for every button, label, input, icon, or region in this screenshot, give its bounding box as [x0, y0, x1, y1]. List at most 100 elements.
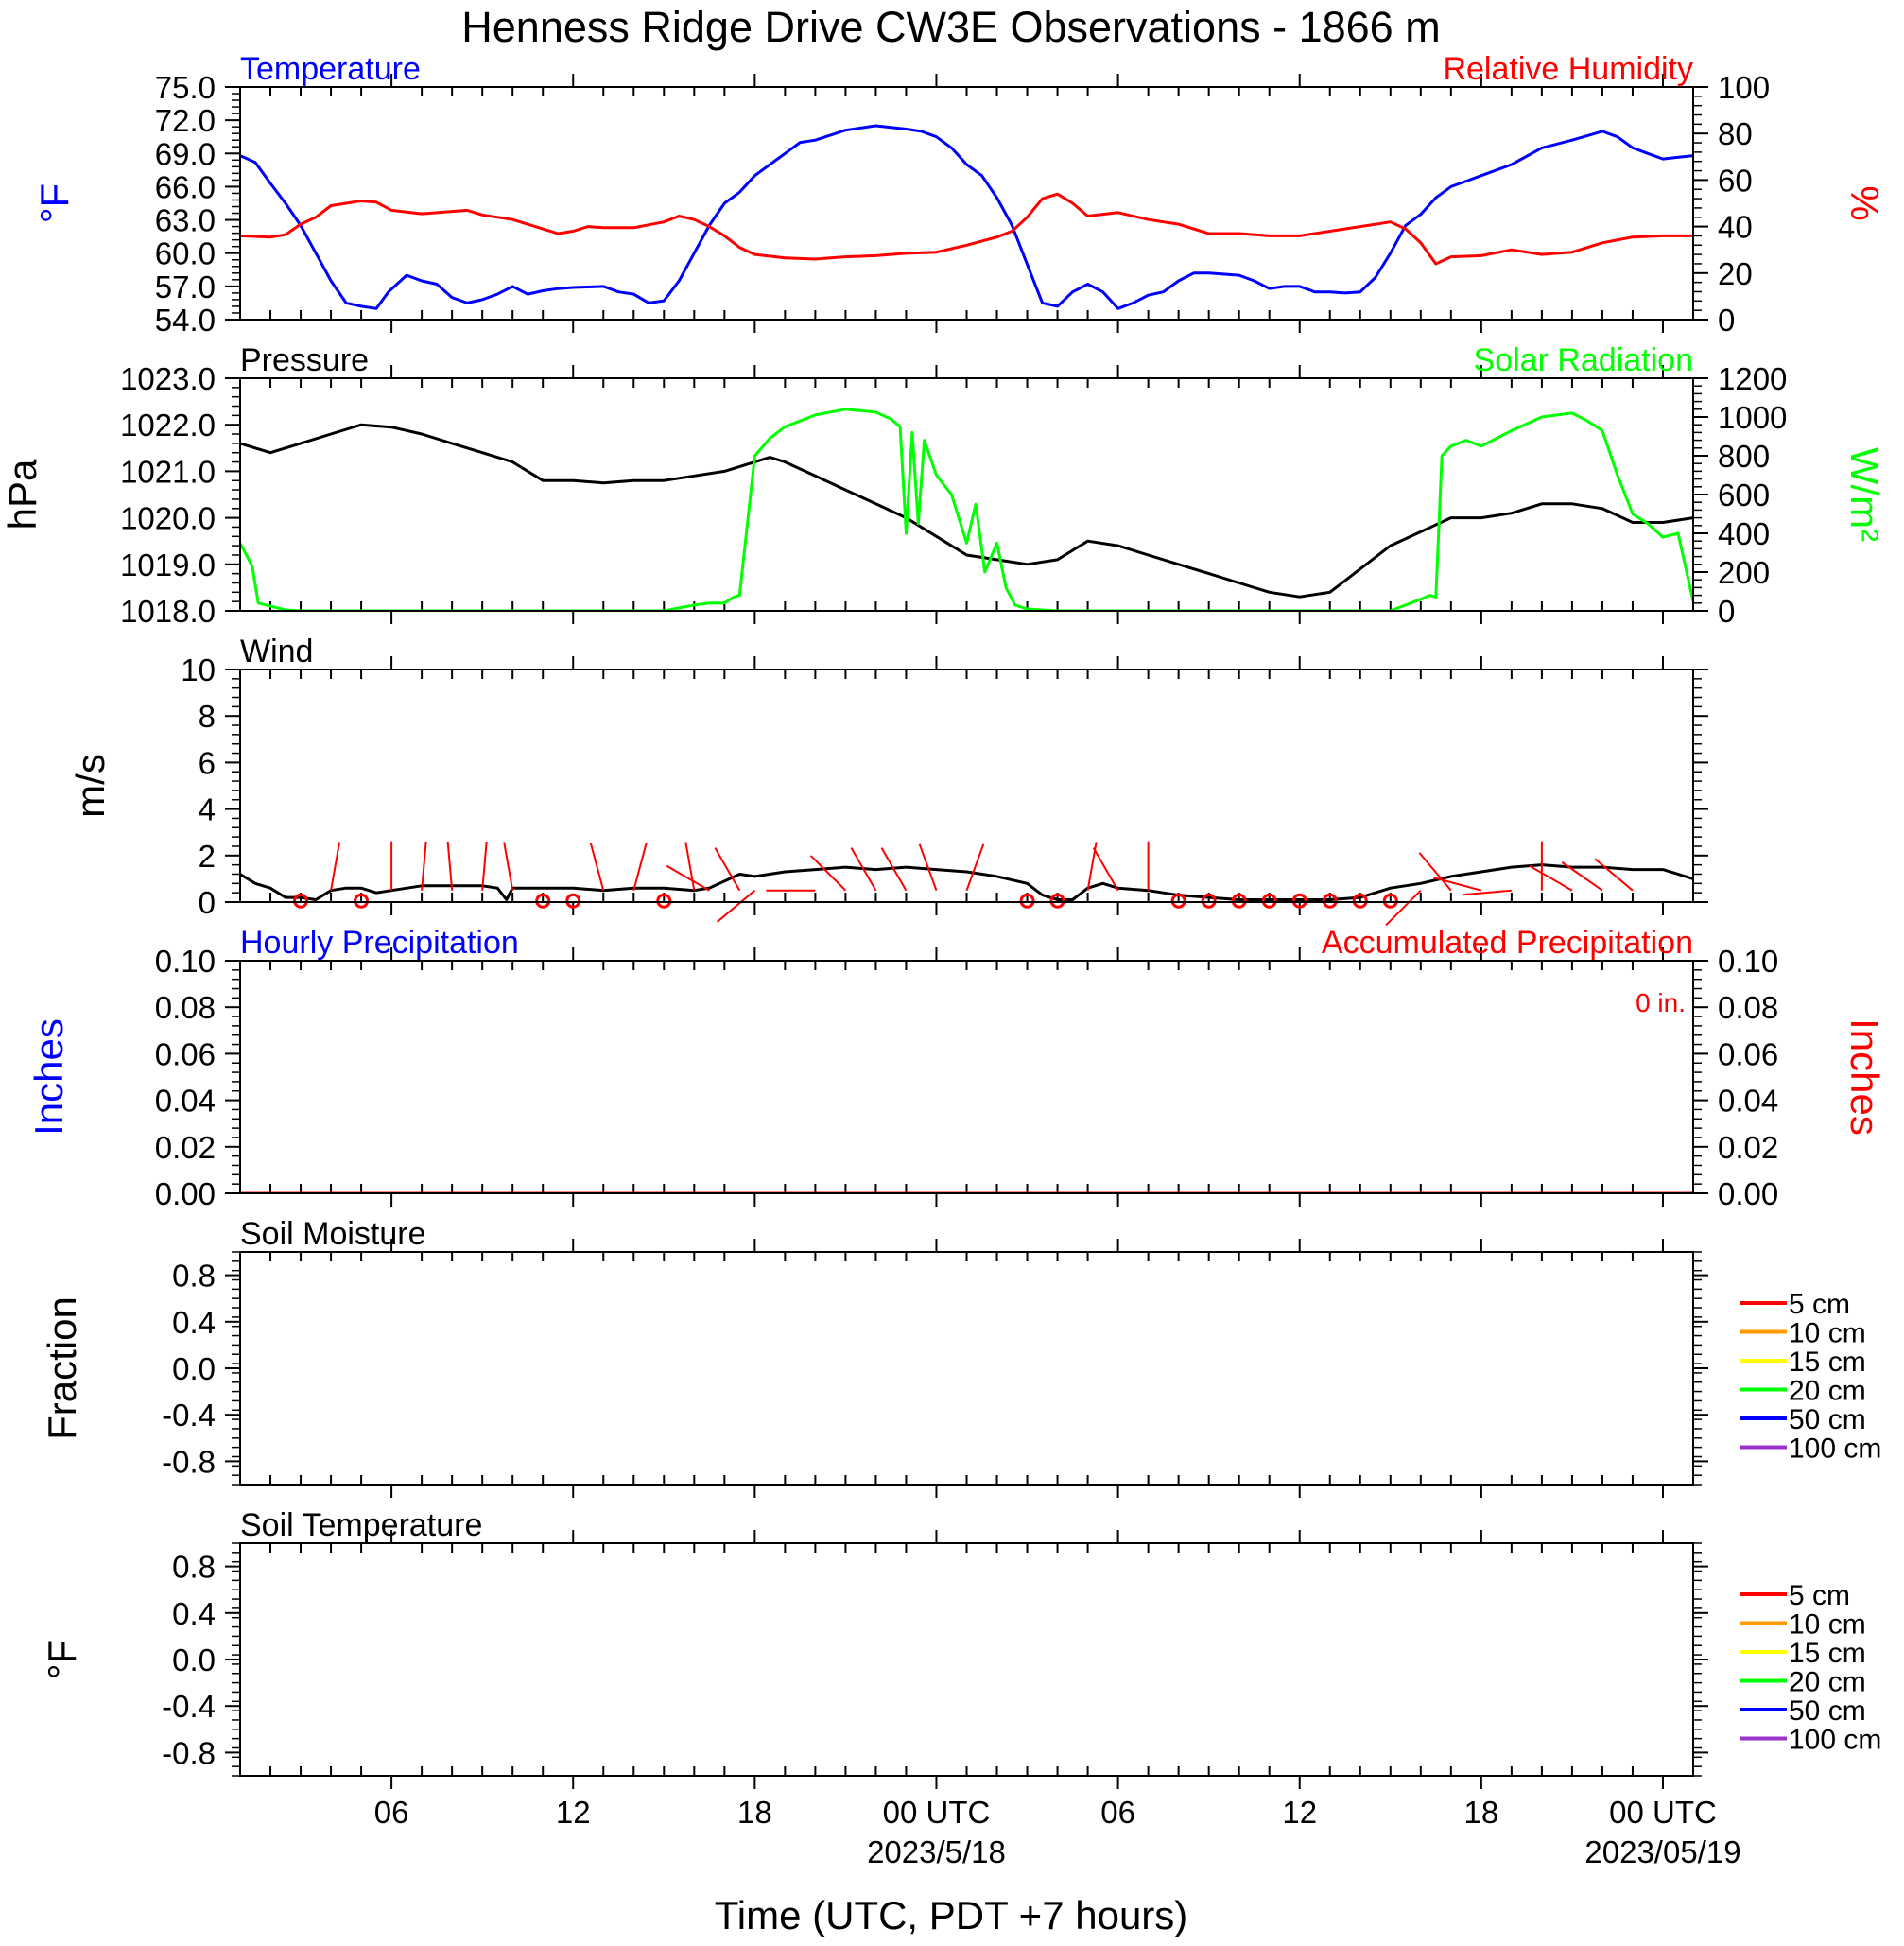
calm-wind-marker: [1382, 893, 1398, 909]
y-left-axis-label: m/s: [68, 754, 113, 818]
wind-barb: [1529, 864, 1573, 892]
y-left-axis-label: Inches: [26, 1018, 71, 1136]
calm-wind-marker: [1231, 893, 1247, 909]
y-right-tick-label: 0.00: [1718, 1176, 1778, 1211]
x-tick-label: 00 UTC: [883, 1795, 991, 1830]
plot-frame: [239, 377, 1694, 612]
y-left-tick-label: 1021.0: [120, 454, 216, 489]
x-tick-label: 00 UTC: [1609, 1795, 1717, 1830]
wind-barb: [1418, 852, 1452, 892]
y-left-tick-label: 0.0: [172, 1351, 216, 1386]
y-right-axis-label: Inches: [1843, 1018, 1887, 1136]
y-left-tick-label: 0.4: [172, 1596, 216, 1631]
pressure-line: [240, 423, 1693, 599]
x-tick-label: 12: [1282, 1795, 1317, 1830]
panel-title-right: Accumulated Precipitation: [1322, 925, 1693, 961]
wind-barb: [421, 841, 427, 891]
legend-label: 20 cm: [1789, 1667, 1866, 1698]
wind-barb: [589, 843, 605, 891]
calm-wind-marker: [1019, 893, 1035, 909]
y-left-tick-label: 0.8: [172, 1550, 216, 1585]
wind-panel: 0 2 4 6 8 10 Wind m/s: [68, 634, 1708, 927]
y-right-tick-label: 600: [1718, 478, 1770, 513]
wind-barb: [809, 855, 847, 892]
y-left-tick-label: 8: [199, 699, 216, 734]
y-left-tick-label: 72.0: [155, 103, 216, 138]
y-left-tick-label: 0.08: [155, 990, 216, 1025]
wind-barb: [850, 847, 877, 892]
wind-barb: [716, 889, 755, 923]
plot-frame: [239, 1542, 1694, 1777]
wind-barb: [481, 841, 488, 891]
y-right-tick-label: 20: [1718, 256, 1753, 291]
legend-label: 100 cm: [1789, 1433, 1881, 1465]
time-axis: 06 12 18 00 UTC 06 12 18 00 UTC 2023/5/18 2023/05…: [374, 1795, 1741, 1869]
panel-title-right: Relative Humidity: [1443, 51, 1693, 87]
legend-label: 10 cm: [1789, 1609, 1866, 1641]
legend-label: 10 cm: [1789, 1318, 1866, 1349]
wind-barb: [714, 847, 741, 892]
y-right-tick-label: 0.06: [1718, 1036, 1778, 1071]
temperature-line: [240, 124, 1693, 310]
wind-barb: [684, 842, 696, 891]
y-left-tick-label: 0: [199, 885, 216, 920]
plot-frame: [239, 669, 1694, 903]
y-left-axis-label: °F: [40, 1640, 84, 1679]
y-left-axis-label: Fraction: [40, 1296, 84, 1440]
y-left-tick-label: -0.8: [162, 1735, 216, 1770]
panel-title-left: Soil Temperature: [240, 1507, 482, 1543]
series-group: [240, 408, 1693, 611]
y-left-axis-label: °F: [32, 183, 77, 223]
calm-wind-marker: [1291, 893, 1307, 909]
relative-humidity-line: [240, 192, 1693, 266]
y-right-tick-label: 0.10: [1718, 944, 1778, 979]
y-left-tick-label: 0.06: [155, 1036, 216, 1071]
y-right-tick-label: 0.02: [1718, 1130, 1778, 1165]
y-left-axis-label: hPa: [0, 459, 44, 530]
panel-title-left: Temperature: [240, 51, 421, 87]
y-right-tick-label: 80: [1718, 116, 1753, 151]
plot-frame: [239, 86, 1694, 321]
y-left-tick-label: -0.4: [162, 1689, 216, 1724]
calm-wind-marker: [656, 893, 672, 909]
y-left-tick-label: -0.4: [162, 1398, 216, 1433]
y-left-tick-label: 4: [199, 792, 216, 827]
wind-barb: [965, 843, 985, 892]
wind-barb: [1385, 889, 1422, 927]
temp-rh-panel: 54.057.060.063.066.069.072.075.0 0 20 40 60 8…: [32, 51, 1887, 338]
x-tick-label: 18: [1463, 1795, 1498, 1830]
y-left-tick-label: 1020.0: [120, 501, 216, 536]
wind-barb: [1561, 861, 1603, 892]
wind-barb: [1462, 889, 1512, 896]
y-right-axis-label: W/m²: [1843, 447, 1887, 542]
x-tick-label: 18: [737, 1795, 772, 1830]
y-left-tick-label: 2: [199, 839, 216, 874]
figure-title: Henness Ridge Drive CW3E Observations - …: [461, 3, 1440, 51]
panels: 54.057.060.063.066.069.072.075.002040608…: [0, 51, 1887, 1789]
calm-wind-marker: [293, 893, 309, 909]
series-group: [240, 863, 1693, 901]
y-right-tick-label: 0: [1718, 594, 1735, 629]
wind-barb: [632, 843, 648, 891]
y-left-tick-label: 10: [181, 652, 216, 687]
soil-moisture-panel: -0.8 -0.4 0.0 0.4 0.8 Soil Moisture Fraction 5 …: [40, 1216, 1881, 1498]
y-left-tick-label: 0.8: [172, 1259, 216, 1294]
y-left-tick-label: 60.0: [155, 236, 216, 271]
legend-label: 50 cm: [1789, 1404, 1866, 1435]
wind-barb: [1594, 858, 1634, 892]
wind-barb: [503, 842, 514, 891]
legend-label: 50 cm: [1789, 1695, 1866, 1727]
y-right-tick-label: 1000: [1718, 400, 1787, 435]
wind-barb: [1092, 847, 1119, 892]
y-right-tick-label: 40: [1718, 210, 1753, 245]
legend-label: 20 cm: [1789, 1376, 1866, 1407]
x-tick-label: 06: [374, 1795, 409, 1830]
y-left-tick-label: 63.0: [155, 203, 216, 238]
y-right-tick-label: 100: [1718, 70, 1770, 105]
wind-barb: [446, 841, 454, 891]
y-left-tick-label: 0.10: [155, 944, 216, 979]
y-right-tick-label: 400: [1718, 516, 1770, 551]
x-tick-label: 12: [556, 1795, 591, 1830]
